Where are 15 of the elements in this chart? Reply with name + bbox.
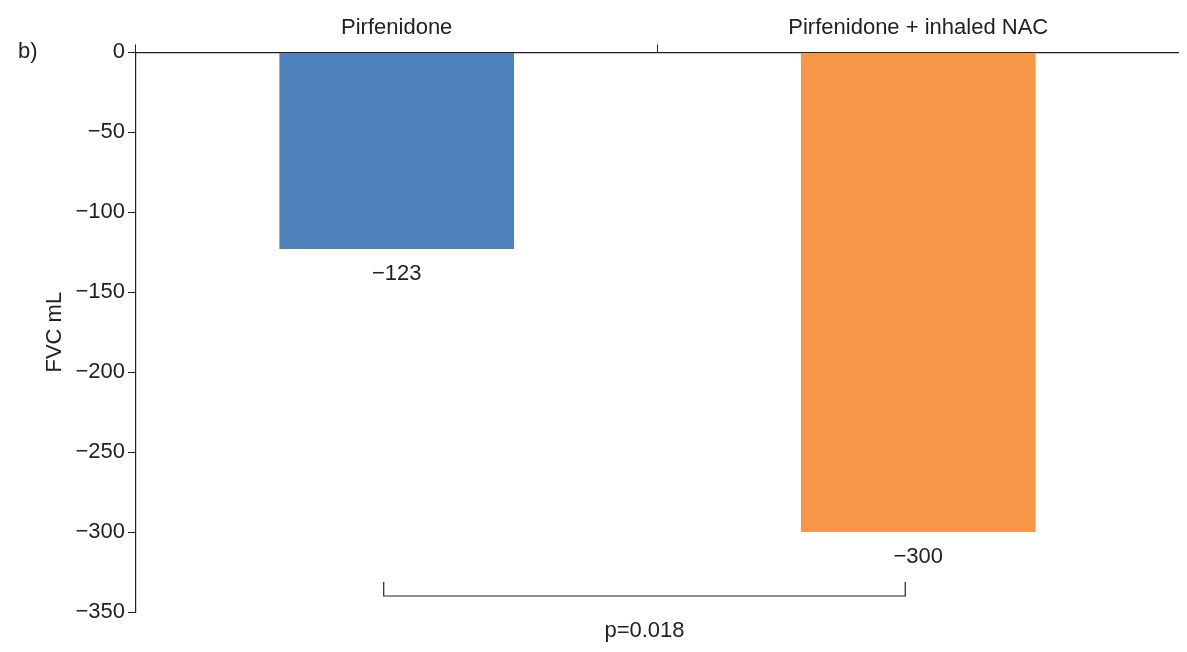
x-tick-label: Pirfenidone + inhaled NAC <box>788 14 1049 40</box>
text: p=0.018 <box>604 617 685 643</box>
y-tick-label: −100 <box>75 198 125 224</box>
text: b) <box>18 38 38 64</box>
data-label: −123 <box>371 260 422 286</box>
y-tick-label: −200 <box>75 358 125 384</box>
data-label: −300 <box>893 543 944 569</box>
y-tick-label: −300 <box>75 518 125 544</box>
y-tick-label: −350 <box>75 598 125 624</box>
y-tick-label: −250 <box>75 438 125 464</box>
y-axis-title: FVC mL <box>41 291 67 373</box>
x-tick-label: Pirfenidone <box>341 14 453 40</box>
y-tick-label: −50 <box>87 118 125 144</box>
y-tick-label: 0 <box>112 38 125 64</box>
y-tick-label: −150 <box>75 278 125 304</box>
